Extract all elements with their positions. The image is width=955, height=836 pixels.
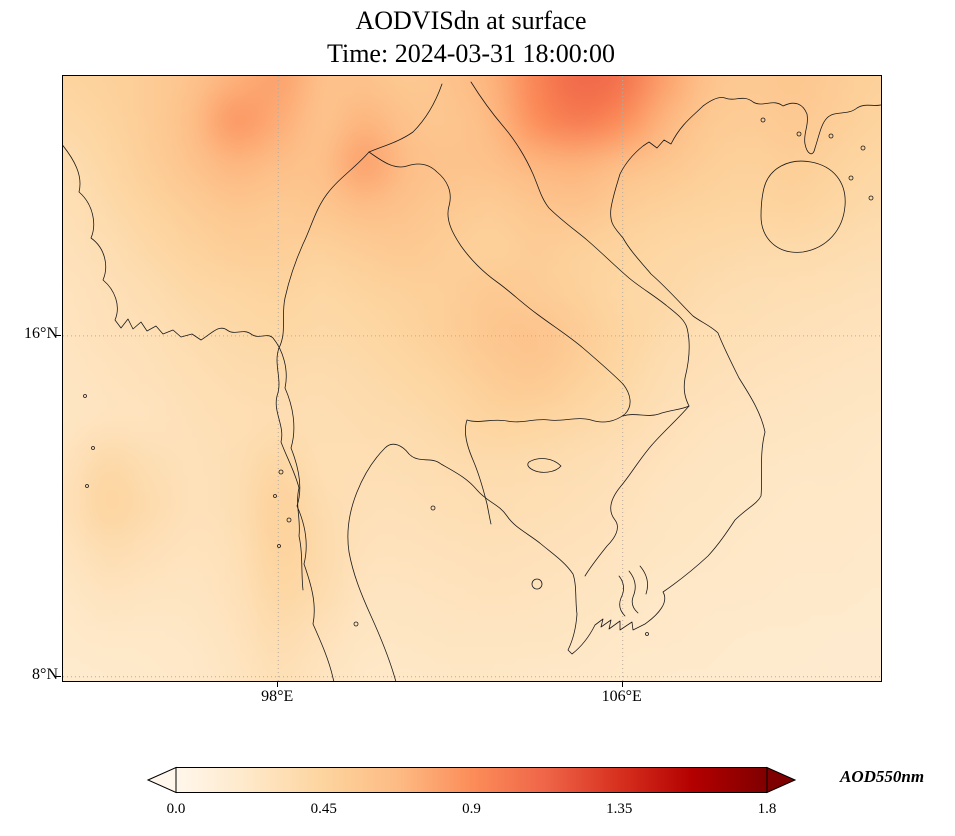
island (860, 145, 866, 151)
island (531, 578, 543, 590)
island (760, 117, 766, 123)
island (286, 517, 292, 523)
lon-tick-label-1: 106°E (601, 688, 642, 705)
colorbar-tick-label: 0.45 (310, 801, 337, 817)
island (278, 469, 284, 475)
colorbar-title: AOD550nm (840, 767, 925, 786)
plot-title: AODVISdn at surface (355, 6, 587, 35)
colorbar-tick-label: 0.0 (166, 801, 186, 817)
coastline-myanmar-peninsula-west (63, 145, 335, 681)
grid-overlay-svg (63, 76, 881, 681)
coastlines (63, 97, 881, 681)
colorbar-tick-label: 1.8 (757, 801, 777, 817)
map-panel (62, 75, 882, 682)
plot-subtitle: Time: 2024-03-31 18:00:00 (327, 39, 615, 68)
axis-tick (277, 682, 279, 687)
island (796, 131, 802, 137)
border-laos-cambodia (622, 405, 690, 417)
island (868, 195, 874, 201)
plot-title-block: AODVISdn at surface Time: 2024-03-31 18:… (62, 4, 880, 70)
island (277, 544, 281, 548)
island (83, 394, 87, 398)
border-thailand-laos-cambodia (368, 151, 631, 525)
country-borders (275, 81, 690, 591)
axis-tick (56, 675, 61, 677)
lat-tick-label-1: 8°N (32, 665, 58, 683)
island (85, 484, 89, 488)
colorbar-right-arrow (766, 766, 797, 794)
lat-tick-label-0: 16°N (24, 324, 58, 342)
lake-tonle-sap (527, 458, 562, 473)
coastline-gulf-vietnam-china (347, 97, 881, 681)
border-laos-vietnam (470, 81, 690, 407)
island (828, 133, 834, 139)
island (848, 175, 854, 181)
colorbar-tick-label: 1.35 (606, 801, 633, 817)
border-myanmar-laos (368, 83, 443, 153)
heatmap-canvas (63, 76, 881, 681)
colorbar-gradient (175, 767, 768, 793)
lon-tick-label-0: 98°E (261, 688, 294, 705)
colorbar (146, 766, 797, 794)
coastline-mekong-delta-channels (618, 565, 648, 617)
island (430, 505, 436, 511)
coastlines-svg (63, 81, 881, 681)
islands (83, 117, 874, 636)
border-myanmar-thailand (275, 151, 370, 591)
island (645, 632, 649, 636)
axis-tick (621, 682, 623, 687)
island (91, 446, 95, 450)
border-cambodia-vietnam (584, 405, 690, 577)
coastline-hainan-island (760, 160, 846, 253)
island (273, 494, 277, 498)
island (353, 621, 359, 627)
colorbar-left-arrow (146, 766, 177, 794)
axis-tick (56, 334, 61, 336)
colorbar-tick-label: 0.9 (462, 801, 481, 817)
